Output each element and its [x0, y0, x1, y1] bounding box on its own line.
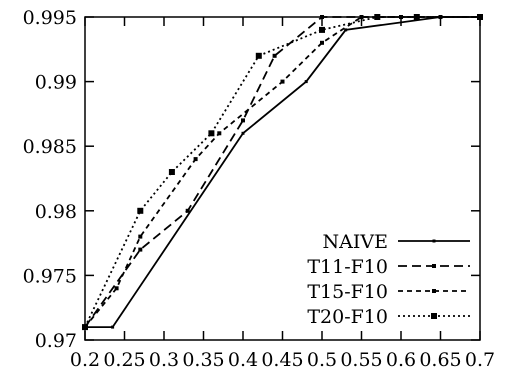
series-group [82, 14, 483, 331]
data-point [208, 130, 215, 137]
data-point [241, 131, 245, 135]
x-tick-label: 0.4 [228, 349, 258, 371]
data-point [82, 324, 88, 331]
legend-marker [432, 264, 436, 268]
x-tick-label: 0.35 [182, 349, 224, 371]
data-point [344, 28, 348, 32]
data-point [217, 131, 222, 136]
data-point [185, 208, 190, 213]
data-point [137, 207, 144, 214]
series-t20-f10 [82, 14, 483, 331]
series-naive [83, 15, 482, 329]
data-point [138, 234, 143, 239]
x-tick-label: 0.25 [103, 349, 145, 371]
data-point [255, 52, 262, 59]
series-line [84, 16, 480, 328]
y-tick-label: 0.995 [23, 7, 77, 29]
legend-label: T15-F10 [307, 281, 388, 303]
x-tick-label: 0.6 [386, 349, 416, 371]
x-tick-label: 0.55 [340, 349, 382, 371]
data-point [320, 40, 324, 45]
axis-ticks: 0.2 0.25 0.3 0.35 0.4 0.45 0.5 0.55 0.6 0.65 0.7 0.… [23, 7, 496, 371]
data-point [374, 14, 381, 20]
data-point [320, 15, 324, 19]
data-point [138, 247, 143, 252]
legend-marker [432, 239, 436, 243]
data-point [304, 80, 308, 84]
data-point [359, 15, 364, 19]
data-point [319, 26, 325, 33]
y-tick-label: 0.98 [35, 201, 77, 223]
data-point [413, 14, 420, 20]
legend-marker [432, 289, 436, 293]
data-point [114, 286, 119, 291]
data-point [399, 15, 403, 19]
x-tick-label: 0.2 [70, 349, 100, 371]
series-line [84, 16, 480, 328]
x-tick-label: 0.5 [307, 349, 337, 371]
data-point [168, 169, 175, 175]
x-tick-label: 0.7 [465, 349, 495, 371]
legend-label: T20-F10 [307, 306, 388, 328]
y-tick-label: 0.985 [23, 136, 77, 158]
data-point [241, 118, 245, 123]
legend-label: NAIVE [323, 231, 388, 253]
y-tick-label: 0.99 [35, 72, 77, 94]
series-line [85, 16, 480, 329]
y-tick-label: 0.975 [23, 265, 77, 287]
legend-marker [431, 313, 437, 319]
data-point [111, 325, 115, 329]
legend: NAIVE T11-F10 T15-F10 T20-F10 [307, 231, 470, 328]
x-tick-label: 0.65 [419, 349, 461, 371]
x-tick-label: 0.45 [261, 349, 303, 371]
y-tick-label: 0.97 [35, 330, 77, 352]
x-tick-label: 0.3 [149, 349, 179, 371]
data-point [280, 79, 285, 84]
legend-label: T11-F10 [307, 256, 388, 278]
data-point [477, 14, 483, 20]
data-point [193, 157, 198, 162]
data-point [272, 53, 277, 58]
data-point [438, 15, 443, 19]
